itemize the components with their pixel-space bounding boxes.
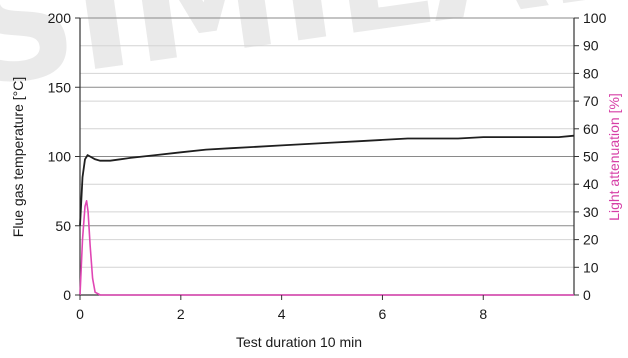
x-tick-label: 4: [278, 306, 286, 322]
y2-tick-label: 60: [583, 121, 599, 137]
x-tick-label: 8: [479, 306, 487, 322]
y2-tick-label: 40: [583, 176, 599, 192]
y-tick-label: 150: [48, 79, 72, 95]
x-axis-title: Test duration 10 min: [236, 334, 362, 350]
series-layer: [79, 134, 575, 296]
y-tick-label: 50: [55, 218, 71, 234]
y-axis-right: 0 10 20 30 40 50 60 70 80 90 100: [574, 10, 607, 303]
y-tick-label: 200: [48, 10, 72, 26]
y-tick-label: 100: [48, 149, 72, 165]
y2-tick-label: 80: [583, 65, 599, 81]
x-axis: 0 2 4 6 8: [76, 295, 487, 322]
series-line-1: [79, 200, 574, 296]
y2-tick-label: 70: [583, 93, 599, 109]
y2-tick-label: 100: [583, 10, 607, 26]
y2-tick-label: 20: [583, 232, 599, 248]
y2-tick-label: 0: [583, 287, 591, 303]
x-tick-label: 2: [177, 306, 185, 322]
y2-tick-label: 90: [583, 38, 599, 54]
y-tick-label: 0: [63, 287, 71, 303]
series-line-0: [79, 134, 575, 226]
x-tick-label: 0: [76, 306, 84, 322]
y2-tick-label: 30: [583, 204, 599, 220]
y-axis-title-right: Light attenuation [%]: [606, 93, 622, 221]
x-tick-label: 6: [379, 306, 387, 322]
y-axis-title-left: Flue gas temperature [°C]: [10, 77, 26, 237]
grid: [80, 17, 574, 268]
y-axis-left: 0 50 100 150 200: [48, 10, 80, 303]
y2-tick-label: 50: [583, 149, 599, 165]
y2-tick-label: 10: [583, 259, 599, 275]
